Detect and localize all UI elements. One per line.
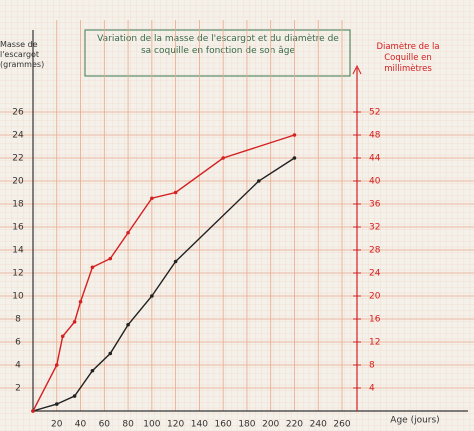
- y-tick-label: 16: [12, 223, 24, 233]
- data-point: [221, 156, 225, 160]
- data-point: [72, 320, 77, 324]
- x-axis-label: Age (jours): [390, 416, 439, 426]
- y2-axis-label: Diamètre de la Coquille en millimètres: [376, 42, 440, 74]
- x-tick-label: 220: [286, 420, 303, 430]
- x-tick-label: 80: [122, 420, 134, 430]
- x-tick-label: 180: [238, 420, 255, 430]
- data-point: [150, 294, 154, 298]
- data-point: [54, 402, 59, 406]
- data-point: [108, 351, 113, 356]
- y2-tick-label: 44: [369, 154, 381, 164]
- x-tick-label: 100: [143, 420, 160, 430]
- y2-tick-label: 4: [369, 384, 375, 394]
- x-tick-label: 60: [99, 420, 111, 430]
- y-axis-label: Masse de l'escargot (grammes): [0, 40, 44, 69]
- y-tick-label: 24: [12, 131, 24, 141]
- x-tick-label: 160: [215, 420, 232, 430]
- y2-tick-label: 48: [369, 131, 381, 141]
- data-point: [173, 259, 178, 264]
- y-tick-label: 12: [12, 269, 23, 279]
- data-point: [108, 256, 113, 261]
- y2-arrow: [352, 64, 362, 75]
- y2-tick-label: 20: [369, 292, 381, 302]
- y-tick-label: 22: [12, 154, 23, 164]
- data-line: [32, 157, 295, 412]
- data-point: [150, 196, 154, 201]
- y2-tick-label: 16: [369, 315, 381, 325]
- y2-tick-label: 32: [369, 223, 380, 233]
- data-point: [90, 265, 95, 270]
- x-tick-label: 260: [333, 420, 350, 430]
- x-tick-label: 140: [191, 420, 208, 430]
- x-tick-label: 240: [310, 420, 327, 430]
- y-tick-label: 14: [12, 246, 24, 256]
- data-point: [292, 156, 297, 160]
- y-tick-label: 8: [15, 315, 21, 325]
- y2-tick-label: 52: [369, 108, 380, 118]
- y-tick-label: 26: [12, 108, 24, 118]
- y2-tick-label: 24: [369, 269, 381, 279]
- data-point: [78, 299, 83, 304]
- x-tick-label: 120: [167, 420, 184, 430]
- x-tick-label: 200: [262, 420, 279, 430]
- y-tick-label: 4: [15, 361, 21, 371]
- chart-title: Variation de la masse de l'escargot et d…: [97, 34, 339, 56]
- y-tick-label: 2: [15, 384, 21, 394]
- y2-label-wrap: Diamètre de la Coquille en millimètres: [376, 42, 440, 74]
- title-box: [84, 29, 351, 77]
- y2-tick-label: 36: [369, 200, 381, 210]
- y2-tick-label: 40: [369, 177, 381, 187]
- data-point: [54, 363, 59, 367]
- y-tick-label: 10: [12, 292, 24, 302]
- data-line: [32, 134, 295, 412]
- data-point: [126, 322, 130, 327]
- data-point: [90, 368, 95, 373]
- y-tick-label: 20: [12, 177, 24, 187]
- x-tick-label: 40: [75, 420, 87, 430]
- data-point: [126, 230, 130, 235]
- data-point: [31, 409, 35, 413]
- y-tick-label: 18: [12, 200, 24, 210]
- y-tick-label: 6: [15, 338, 21, 348]
- y2-tick-label: 12: [369, 338, 380, 348]
- data-point: [257, 179, 261, 183]
- y2-tick-label: 28: [369, 246, 381, 256]
- data-point: [60, 334, 65, 339]
- x-tick-label: 20: [51, 420, 63, 430]
- y-label-wrap: Masse de l'escargot (grammes): [0, 40, 44, 69]
- y2-tick-label: 8: [369, 361, 375, 371]
- data-point: [173, 190, 178, 195]
- data-point: [292, 133, 297, 137]
- title-wrap: Variation de la masse de l'escargot et d…: [97, 34, 339, 56]
- data-point: [72, 394, 77, 398]
